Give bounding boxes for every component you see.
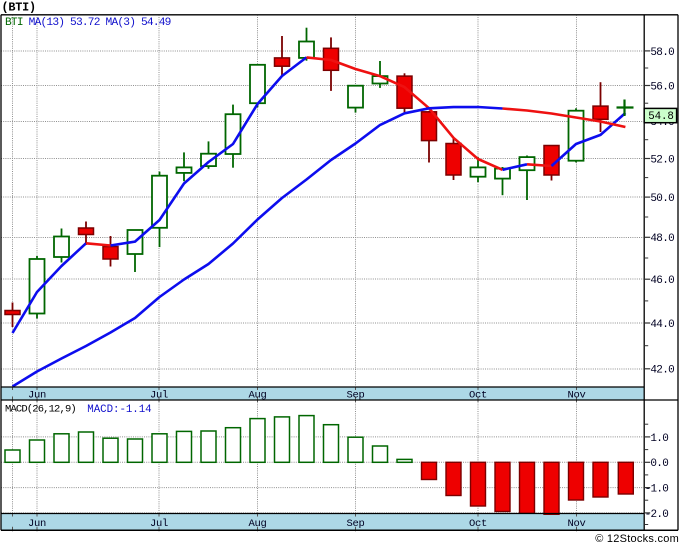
svg-text:1.0: 1.0 [650, 433, 668, 445]
svg-text:Jul: Jul [150, 518, 168, 530]
svg-text:48.0: 48.0 [650, 233, 674, 245]
svg-text:(BTI): (BTI) [2, 1, 36, 15]
svg-text:-2.0: -2.0 [645, 509, 669, 521]
svg-text:42.0: 42.0 [650, 365, 674, 377]
svg-text:Nov: Nov [567, 518, 585, 530]
svg-text:Jun: Jun [28, 518, 46, 530]
svg-text:MACD(26,12,9): MACD(26,12,9) [5, 404, 76, 416]
svg-text:Jul: Jul [150, 389, 168, 401]
svg-text:46.0: 46.0 [650, 275, 674, 287]
svg-text:Aug: Aug [248, 518, 266, 530]
svg-text:54.8: 54.8 [648, 111, 674, 123]
svg-text:0.0: 0.0 [650, 458, 668, 470]
svg-text:Aug: Aug [248, 389, 266, 401]
svg-text:Jun: Jun [28, 389, 46, 401]
svg-text:-1.0: -1.0 [645, 484, 669, 496]
svg-text:Sep: Sep [346, 389, 364, 401]
svg-text:52.0: 52.0 [650, 154, 674, 166]
svg-text:Oct: Oct [469, 518, 487, 530]
svg-text:BTI MA(13) 53.72 MA(3) 54.49: BTI MA(13) 53.72 MA(3) 54.49 [5, 17, 171, 29]
svg-text:44.0: 44.0 [650, 319, 674, 331]
svg-text:Nov: Nov [567, 389, 585, 401]
svg-text:58.0: 58.0 [650, 47, 674, 59]
svg-text:MACD:-1.14: MACD:-1.14 [87, 404, 151, 416]
svg-text:© 12Stocks.com: © 12Stocks.com [595, 533, 679, 545]
svg-text:Oct: Oct [469, 389, 487, 401]
svg-text:50.0: 50.0 [650, 193, 674, 205]
svg-text:Sep: Sep [346, 518, 364, 530]
svg-text:56.0: 56.0 [650, 81, 674, 93]
